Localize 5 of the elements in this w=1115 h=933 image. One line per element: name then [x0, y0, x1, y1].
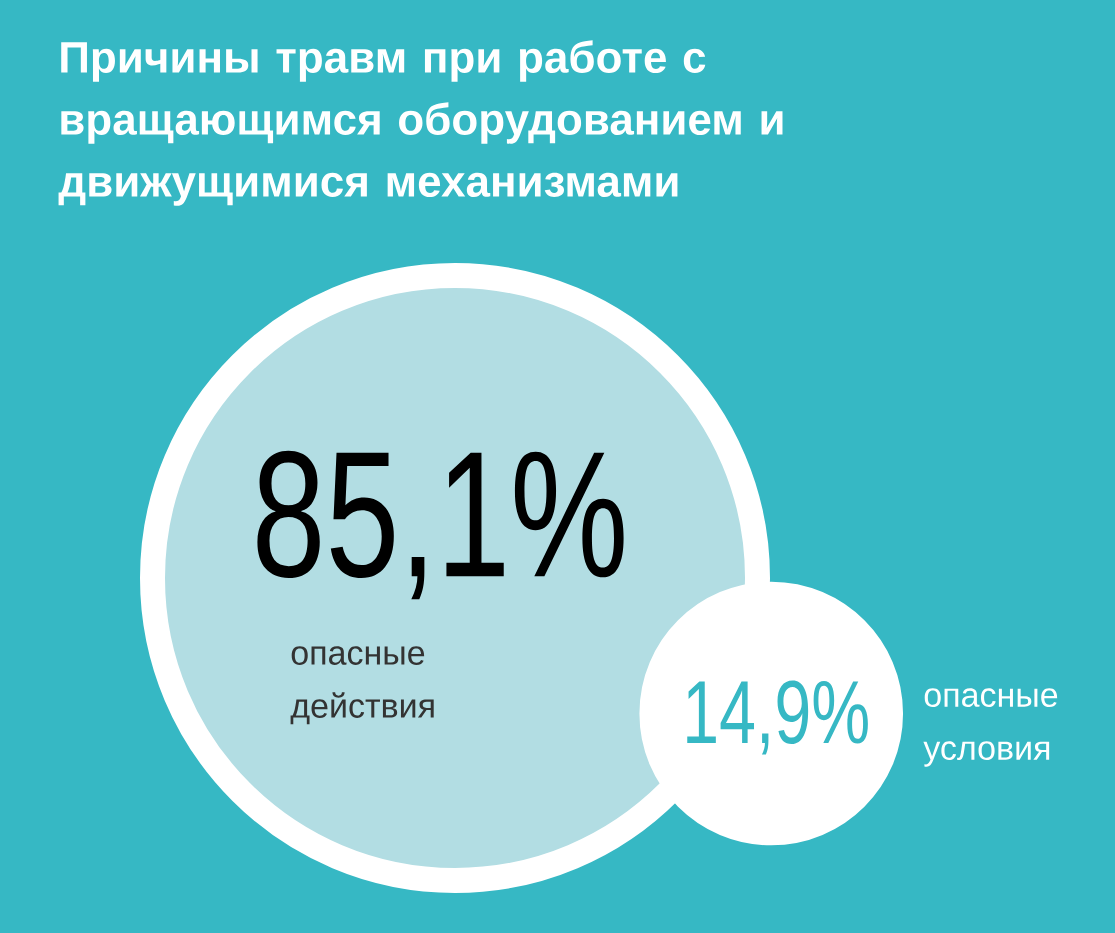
category-label: опасные действия	[290, 646, 434, 725]
category-label: опасные условия	[923, 688, 1058, 767]
text: Причины травм при работе с вращающимся оборудованием и движущимися механизмами	[58, 40, 783, 206]
data-label: 14,9%	[687, 680, 868, 755]
data-label: 85,1%	[257, 450, 624, 600]
